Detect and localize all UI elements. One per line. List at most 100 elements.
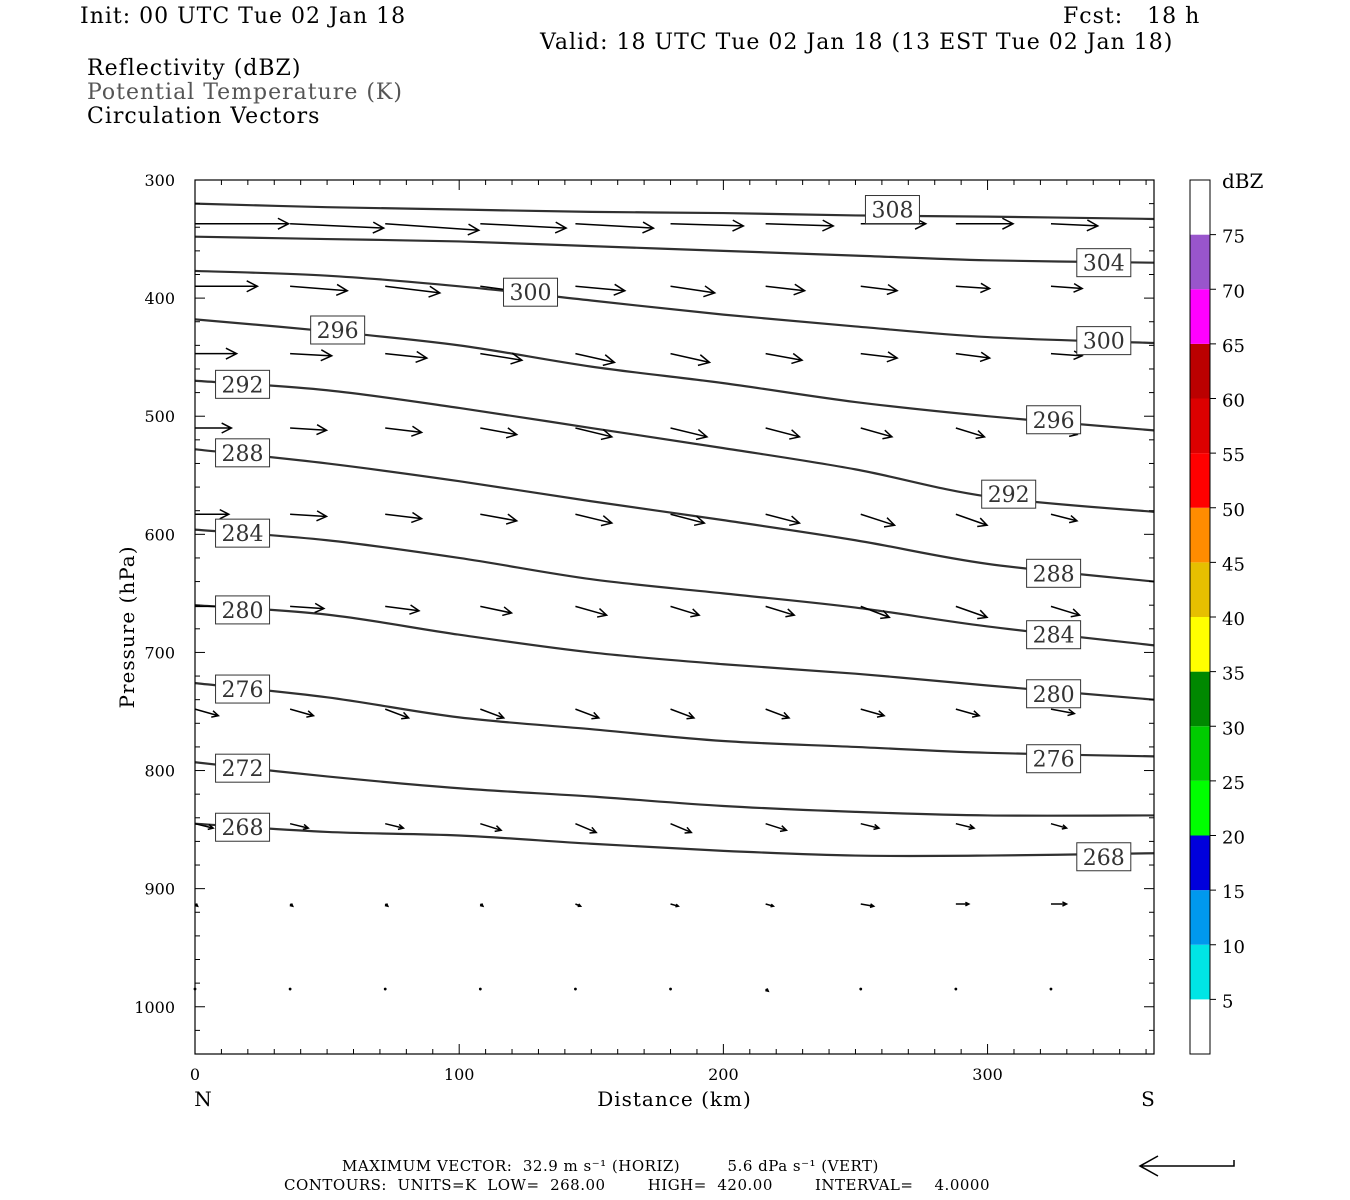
vector-arrow [575, 822, 598, 834]
contour-label: 304 [1076, 248, 1132, 278]
vector-arrow [954, 987, 958, 991]
vector-arrow [385, 425, 424, 437]
vector-arrow [383, 987, 387, 991]
vector-arrow [1050, 513, 1079, 524]
vector-arrow [860, 605, 891, 620]
vector-arrow [670, 219, 745, 232]
colorbar-segment [1190, 999, 1210, 1054]
vector-arrow [955, 282, 992, 294]
svg-text:296: 296 [317, 319, 359, 344]
vector-arrow [860, 427, 894, 440]
layer-potential-temperature: Potential Temperature (K) [87, 80, 403, 105]
contour-labels: 308 304 300 300 296 296 292 292 288 288 284 284 280 2… [215, 195, 1132, 872]
vector-arrow [955, 351, 992, 363]
contour-300 [194, 269, 1155, 345]
colorbar-segment [1190, 180, 1210, 235]
vector-arrow [765, 903, 776, 908]
colorbar-label: 45 [1222, 554, 1245, 575]
vector-arrow [289, 708, 316, 718]
svg-text:284: 284 [222, 522, 264, 547]
y-tick-label: 900 [144, 880, 175, 899]
vector-arrow [478, 987, 482, 991]
contour-284 [194, 528, 1155, 647]
vector-arrow [385, 350, 429, 364]
vector-arrow [480, 427, 519, 439]
contour-label: 268 [1076, 842, 1132, 872]
vector-arrow [385, 604, 421, 615]
contour-lines [194, 202, 1155, 858]
vector-arrow [575, 513, 614, 527]
colorbar-segment [1190, 289, 1210, 344]
contour-276 [194, 682, 1155, 758]
colorbar-segment [1190, 453, 1210, 508]
valid-time: Valid: 18 UTC Tue 02 Jan 18 (13 EST Tue … [540, 30, 1174, 55]
colorbar-label: 10 [1222, 937, 1245, 958]
vector-arrow [669, 987, 672, 991]
vector-arrow [384, 903, 390, 908]
contour-label: 268 [215, 812, 271, 842]
vector-arrow [955, 217, 1015, 230]
contours-info-text: CONTOURS: UNITS=K LOW= 268.00 HIGH= 420.… [284, 1176, 990, 1194]
y-tick-label: 500 [144, 407, 175, 426]
vector-arrow [765, 427, 802, 440]
vector-arrow [195, 347, 239, 360]
colorbar-label: 20 [1222, 828, 1245, 849]
colorbar-segment [1190, 780, 1210, 836]
vector-arrow [955, 901, 971, 907]
vector-arrow [955, 822, 976, 831]
vector-arrow [859, 987, 863, 991]
vector-arrow [290, 283, 349, 297]
svg-text:276: 276 [1033, 748, 1075, 773]
vector-arrow [194, 708, 220, 718]
vector-arrow [575, 352, 617, 367]
vector-arrow [765, 283, 807, 296]
vector-arrow [860, 822, 881, 831]
vector-arrow [290, 510, 329, 522]
contour-label: 292 [215, 369, 271, 399]
contour-280 [194, 604, 1155, 701]
vector-arrow [670, 427, 709, 441]
vector-arrow [575, 283, 627, 296]
x-tick-label: 300 [972, 1065, 1003, 1084]
colorbar-label: 5 [1222, 991, 1233, 1012]
svg-text:304: 304 [1083, 252, 1125, 277]
vector-arrow [479, 903, 485, 908]
contour-308 [194, 202, 1155, 221]
vector-arrow [575, 605, 609, 618]
vector-arrow [765, 822, 789, 833]
y-tick-label: 700 [144, 643, 175, 662]
svg-text:292: 292 [222, 373, 264, 398]
vector-arrow [289, 903, 294, 908]
contour-304 [194, 235, 1155, 264]
colorbar-segment [1190, 398, 1210, 454]
contour-label: 300 [503, 277, 559, 307]
init-time: Init: 00 UTC Tue 02 Jan 18 [80, 4, 407, 29]
vector-arrow [1050, 901, 1069, 907]
vector-arrow [860, 903, 876, 909]
colorbar-label: 35 [1222, 664, 1245, 685]
vector-arrow [195, 508, 231, 520]
svg-text:276: 276 [222, 678, 264, 703]
vector-arrow [195, 280, 260, 293]
contour-272 [194, 761, 1155, 817]
colorbar-label: 75 [1222, 227, 1245, 248]
vector-arrow [290, 424, 329, 436]
vector-arrow [955, 513, 989, 528]
vector-arrow [765, 988, 770, 993]
contour-label: 292 [981, 479, 1037, 509]
svg-text:308: 308 [871, 199, 913, 224]
colorbar-label: 50 [1222, 500, 1245, 521]
vector-arrow [1050, 219, 1100, 232]
contour-label: 272 [215, 753, 271, 783]
svg-text:268: 268 [1083, 846, 1125, 871]
svg-text:300: 300 [510, 281, 552, 306]
contour-label: 288 [1026, 558, 1082, 588]
colorbar-label: 60 [1222, 391, 1245, 412]
contour-label: 296 [310, 315, 366, 345]
colorbar-label: 55 [1222, 445, 1245, 466]
forecast-hour: Fcst: 18 h [1063, 4, 1201, 29]
vector-arrow [1050, 605, 1082, 618]
vector-arrow [1049, 987, 1053, 991]
svg-text:288: 288 [1033, 562, 1075, 587]
colorbar-segment [1190, 890, 1210, 945]
